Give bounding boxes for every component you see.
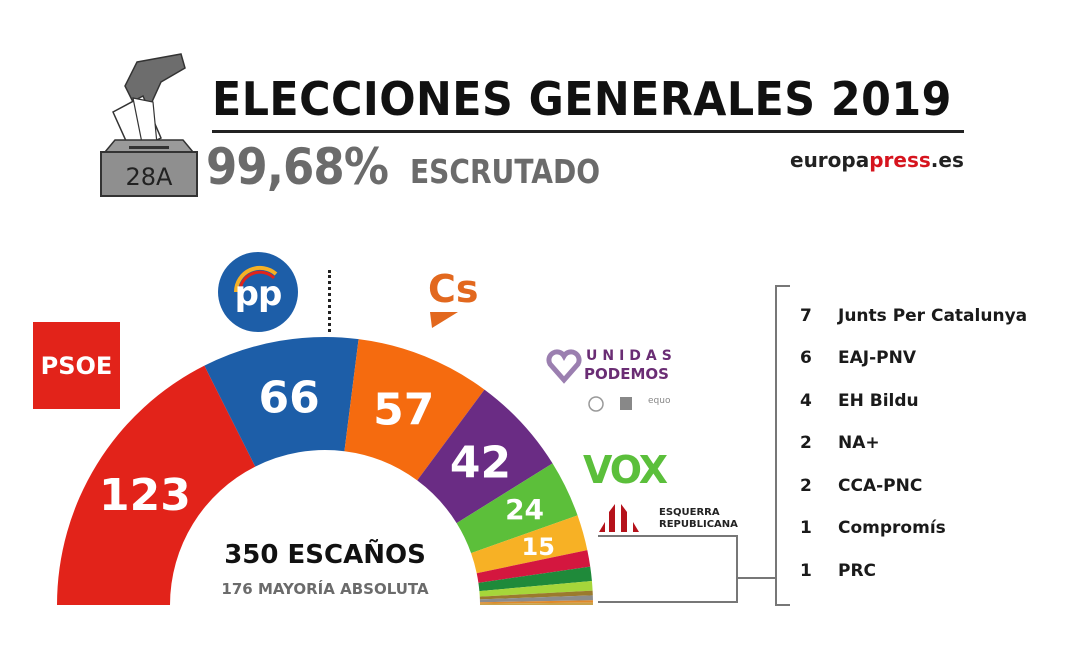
seat-arc-unidas-podemos (417, 389, 553, 524)
seat-labels: 123 66 57 42 24 15 (99, 373, 555, 562)
seat-arc-eaj-pnv (478, 566, 592, 592)
erc-line1: ESQUERRA (659, 507, 720, 518)
majority-label: 176 MAYORÍA ABSOLUTA (221, 580, 429, 598)
page-title: ELECCIONES GENERALES 2019 (212, 72, 952, 126)
source-highlight: press (869, 148, 931, 172)
seat-count-label: 42 (450, 438, 511, 489)
seat-count-label: 123 (99, 470, 191, 521)
unidas-podemos-logo: UNIDAS PODEMOS equo (546, 348, 686, 418)
scrutiny-percent: 99,68% (206, 138, 389, 196)
seat-arc-prc (479, 602, 593, 605)
erc-logo: ESQUERRA REPUBLICANA (597, 500, 757, 534)
ballot-box-icon: 28A (100, 53, 198, 197)
heart-icon (546, 349, 582, 384)
psoe-logo-text: PSOE (40, 351, 113, 380)
source-credit: europapress.es (790, 148, 964, 172)
coalition-icons (588, 396, 632, 412)
seat-count-label: 57 (373, 385, 434, 436)
erc-line2: REPUBLICANA (659, 519, 738, 530)
title-divider (212, 130, 964, 133)
source-prefix: europa (790, 148, 870, 172)
cs-triangle-icon (430, 312, 458, 328)
cs-logo-text: Cs (428, 267, 479, 311)
podemos-line2: PODEMOS (584, 365, 669, 383)
seat-arc-erc (471, 515, 588, 574)
pp-logo: pp (218, 252, 298, 332)
psoe-logo: PSOE (33, 322, 120, 409)
majority-marker-line (328, 270, 331, 332)
ballot-box-label: 28A (126, 163, 174, 191)
pp-rainbow-icon (233, 265, 278, 293)
seat-arc-psoe (57, 365, 256, 605)
pp-logo-text: pp (234, 274, 283, 314)
podemos-line1: UNIDAS (586, 348, 677, 364)
others-bracket (598, 285, 790, 606)
seat-arcs (57, 336, 593, 605)
seat-arc-comprom-s (479, 600, 593, 604)
seat-count-label: 24 (505, 493, 544, 526)
cs-logo: Cs (428, 270, 479, 336)
seat-arc-na- (479, 590, 593, 600)
erc-bars-icon (599, 504, 639, 532)
equo-text: equo (648, 396, 671, 406)
seat-count-label: 66 (258, 373, 319, 424)
seat-arc-cs (344, 339, 485, 481)
scrutiny-label: ESCRUTADO (410, 152, 601, 191)
total-seats-label: 350 ESCAÑOS (224, 540, 426, 570)
seat-arc-pp (204, 336, 359, 467)
seat-count-label: 15 (522, 533, 555, 561)
vox-logo: VOX (583, 448, 668, 492)
source-suffix: .es (930, 148, 964, 172)
seat-arc-vox (456, 463, 578, 554)
seat-arc-eh-bildu (479, 580, 593, 597)
seat-arc-cca-pnc (479, 595, 593, 603)
seat-arc-junts-per-catalunya (476, 550, 591, 583)
